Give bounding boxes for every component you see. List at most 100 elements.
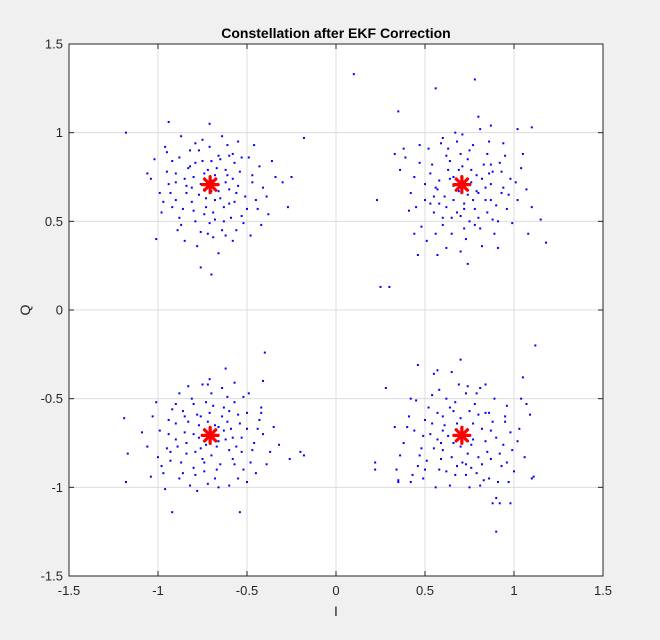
data-point — [413, 176, 416, 178]
data-point — [431, 163, 434, 166]
data-point — [525, 402, 528, 405]
data-point — [482, 479, 485, 482]
data-point — [416, 363, 419, 366]
data-point — [425, 459, 428, 462]
data-point — [489, 429, 492, 432]
data-point — [454, 131, 457, 134]
data-point — [441, 136, 444, 139]
data-point — [516, 128, 519, 131]
data-point — [436, 369, 439, 372]
data-point — [208, 222, 211, 225]
data-point — [217, 440, 220, 443]
data-point — [516, 199, 519, 202]
data-point — [185, 184, 188, 187]
data-point — [194, 450, 197, 453]
data-point — [213, 218, 216, 221]
data-point — [514, 181, 517, 184]
data-point — [233, 463, 236, 466]
data-point — [160, 465, 163, 468]
data-point — [436, 254, 439, 257]
data-point — [215, 445, 218, 448]
data-point — [149, 177, 152, 180]
x-tick-label: -0.5 — [236, 583, 258, 598]
x-tick-label: -1 — [152, 583, 164, 598]
data-point — [238, 511, 241, 514]
data-point — [480, 245, 483, 248]
data-point — [217, 486, 220, 489]
data-point — [466, 262, 469, 265]
data-point — [486, 152, 489, 155]
data-point — [475, 174, 478, 177]
data-point — [224, 367, 227, 370]
data-point — [431, 422, 434, 425]
data-point — [418, 161, 421, 164]
data-point — [201, 138, 204, 141]
data-point — [498, 161, 501, 164]
data-point — [424, 418, 426, 421]
data-point — [520, 397, 523, 400]
data-point — [456, 465, 459, 468]
data-point — [495, 530, 498, 533]
y-tick-label: 0.5 — [45, 214, 63, 229]
data-point — [440, 442, 443, 444]
data-point — [470, 443, 473, 446]
data-point — [253, 442, 256, 444]
data-point — [450, 232, 453, 235]
data-point — [270, 160, 273, 163]
data-point — [375, 199, 378, 202]
data-point — [226, 174, 229, 177]
data-point — [374, 461, 377, 464]
data-point — [493, 397, 496, 400]
data-point — [124, 131, 127, 134]
data-point — [153, 158, 156, 161]
data-point — [456, 140, 459, 143]
data-point — [404, 156, 407, 159]
data-point — [489, 124, 492, 127]
data-point — [470, 168, 473, 171]
data-point — [493, 232, 496, 235]
data-point — [217, 426, 220, 429]
data-point — [495, 496, 498, 499]
data-point — [240, 215, 243, 218]
data-points — [123, 73, 548, 533]
data-point — [393, 426, 396, 429]
chart-title: Constellation after EKF Correction — [221, 25, 450, 41]
ideal-symbol-marker — [452, 425, 472, 445]
data-point — [436, 188, 439, 191]
data-point — [206, 383, 209, 386]
data-point — [452, 410, 455, 413]
data-point — [473, 223, 476, 226]
data-point — [434, 87, 437, 90]
data-point — [212, 236, 215, 239]
data-point — [505, 461, 508, 464]
data-point — [162, 200, 165, 203]
data-point — [210, 160, 213, 163]
data-point — [242, 222, 245, 225]
data-point — [254, 472, 257, 475]
data-point — [466, 193, 469, 196]
y-tick-label: -0.5 — [41, 391, 63, 406]
data-point — [192, 209, 195, 212]
data-point — [203, 461, 206, 464]
data-point — [422, 477, 425, 480]
data-point — [454, 473, 457, 476]
data-point — [228, 202, 231, 205]
data-point — [495, 204, 498, 207]
data-point — [199, 415, 202, 418]
data-point — [180, 135, 183, 138]
data-point — [480, 463, 483, 466]
data-point — [479, 128, 482, 131]
data-point — [194, 220, 197, 223]
data-point — [407, 415, 410, 418]
data-point — [258, 418, 261, 421]
data-point — [178, 392, 181, 395]
data-point — [233, 381, 236, 384]
x-tick-label: 0.5 — [416, 583, 434, 598]
data-point — [246, 411, 248, 414]
data-point — [488, 411, 491, 414]
data-point — [388, 285, 391, 288]
data-point — [246, 481, 248, 484]
data-point — [511, 449, 514, 452]
data-point — [302, 136, 305, 139]
data-point — [208, 145, 211, 148]
